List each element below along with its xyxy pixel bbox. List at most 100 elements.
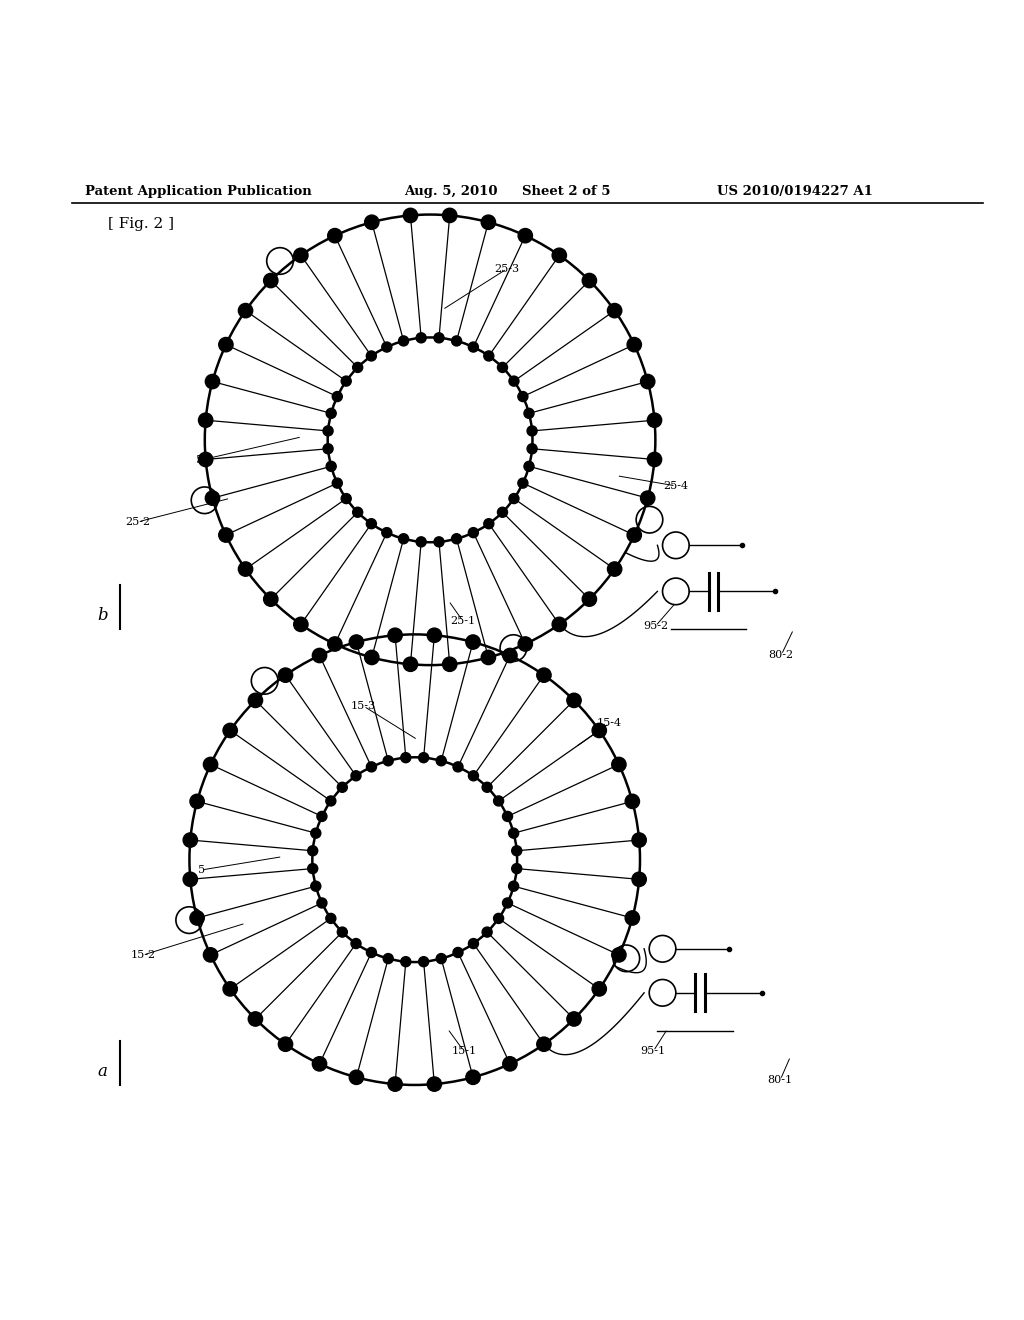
Polygon shape: [257, 933, 355, 1043]
Polygon shape: [213, 347, 337, 412]
Circle shape: [483, 351, 494, 360]
Polygon shape: [508, 767, 632, 832]
Text: 5: 5: [199, 865, 205, 875]
Polygon shape: [529, 450, 654, 495]
Circle shape: [524, 408, 534, 418]
Polygon shape: [303, 236, 386, 355]
Polygon shape: [272, 513, 371, 623]
Circle shape: [419, 957, 429, 966]
Circle shape: [416, 333, 426, 343]
Circle shape: [349, 1071, 364, 1085]
Circle shape: [326, 913, 336, 924]
Text: Sheet 2 of 5: Sheet 2 of 5: [522, 185, 610, 198]
Polygon shape: [500, 733, 617, 816]
Polygon shape: [359, 958, 404, 1084]
Circle shape: [398, 335, 409, 346]
Circle shape: [627, 338, 641, 352]
Circle shape: [183, 873, 198, 887]
Polygon shape: [474, 933, 572, 1043]
Polygon shape: [247, 500, 356, 597]
Circle shape: [552, 618, 566, 631]
Circle shape: [466, 635, 480, 649]
Polygon shape: [227, 484, 345, 566]
Circle shape: [607, 304, 622, 318]
Circle shape: [537, 1038, 551, 1052]
Circle shape: [307, 846, 317, 855]
Polygon shape: [190, 870, 315, 915]
Circle shape: [592, 723, 606, 738]
Circle shape: [611, 948, 626, 962]
Circle shape: [509, 376, 519, 387]
Polygon shape: [515, 313, 633, 396]
Text: 95-2: 95-2: [643, 622, 668, 631]
Polygon shape: [532, 424, 654, 457]
Polygon shape: [206, 384, 331, 429]
Circle shape: [468, 528, 478, 537]
Circle shape: [436, 953, 446, 964]
Polygon shape: [459, 657, 542, 775]
Circle shape: [219, 528, 233, 543]
Polygon shape: [375, 539, 420, 664]
Circle shape: [400, 957, 411, 966]
Text: 95-1: 95-1: [641, 1047, 666, 1056]
Circle shape: [316, 898, 327, 908]
Polygon shape: [514, 870, 639, 915]
Circle shape: [482, 783, 493, 792]
Circle shape: [512, 863, 522, 874]
Circle shape: [434, 537, 444, 546]
Circle shape: [503, 1057, 517, 1071]
Polygon shape: [474, 677, 572, 787]
Polygon shape: [488, 702, 598, 800]
Circle shape: [311, 828, 321, 838]
Circle shape: [509, 828, 518, 838]
Circle shape: [468, 342, 478, 352]
Polygon shape: [458, 223, 522, 346]
Circle shape: [468, 771, 478, 781]
Circle shape: [537, 668, 551, 682]
Circle shape: [205, 375, 219, 388]
Circle shape: [204, 948, 218, 962]
Polygon shape: [303, 524, 386, 643]
Circle shape: [482, 927, 493, 937]
Polygon shape: [398, 962, 431, 1084]
Polygon shape: [458, 533, 522, 656]
Circle shape: [494, 796, 504, 807]
Circle shape: [367, 948, 377, 957]
Circle shape: [552, 248, 566, 263]
Circle shape: [498, 363, 508, 372]
Circle shape: [312, 1057, 327, 1071]
Circle shape: [483, 519, 494, 529]
Text: 80-1: 80-1: [768, 1074, 793, 1085]
Circle shape: [398, 533, 409, 544]
Polygon shape: [414, 543, 446, 664]
Polygon shape: [231, 920, 341, 1016]
Circle shape: [248, 693, 262, 708]
Text: 25-3: 25-3: [495, 264, 519, 273]
Circle shape: [647, 453, 662, 467]
Text: 15-2: 15-2: [131, 950, 156, 960]
Circle shape: [294, 248, 308, 263]
Circle shape: [183, 833, 198, 847]
Circle shape: [352, 363, 362, 372]
Circle shape: [453, 948, 463, 957]
Circle shape: [481, 215, 496, 230]
Polygon shape: [474, 236, 557, 355]
Text: 15-3: 15-3: [351, 701, 376, 711]
Polygon shape: [504, 500, 613, 597]
Polygon shape: [190, 843, 312, 876]
Circle shape: [567, 1012, 582, 1026]
Circle shape: [527, 444, 538, 454]
Circle shape: [512, 846, 522, 855]
Polygon shape: [257, 677, 355, 787]
Circle shape: [607, 562, 622, 577]
Circle shape: [323, 444, 333, 454]
Circle shape: [403, 657, 418, 672]
Polygon shape: [198, 887, 322, 952]
Circle shape: [312, 648, 327, 663]
Circle shape: [592, 982, 606, 997]
Circle shape: [383, 756, 393, 766]
Text: 15-1: 15-1: [452, 1047, 476, 1056]
Polygon shape: [488, 920, 598, 1016]
Circle shape: [452, 533, 462, 544]
Polygon shape: [474, 524, 557, 643]
